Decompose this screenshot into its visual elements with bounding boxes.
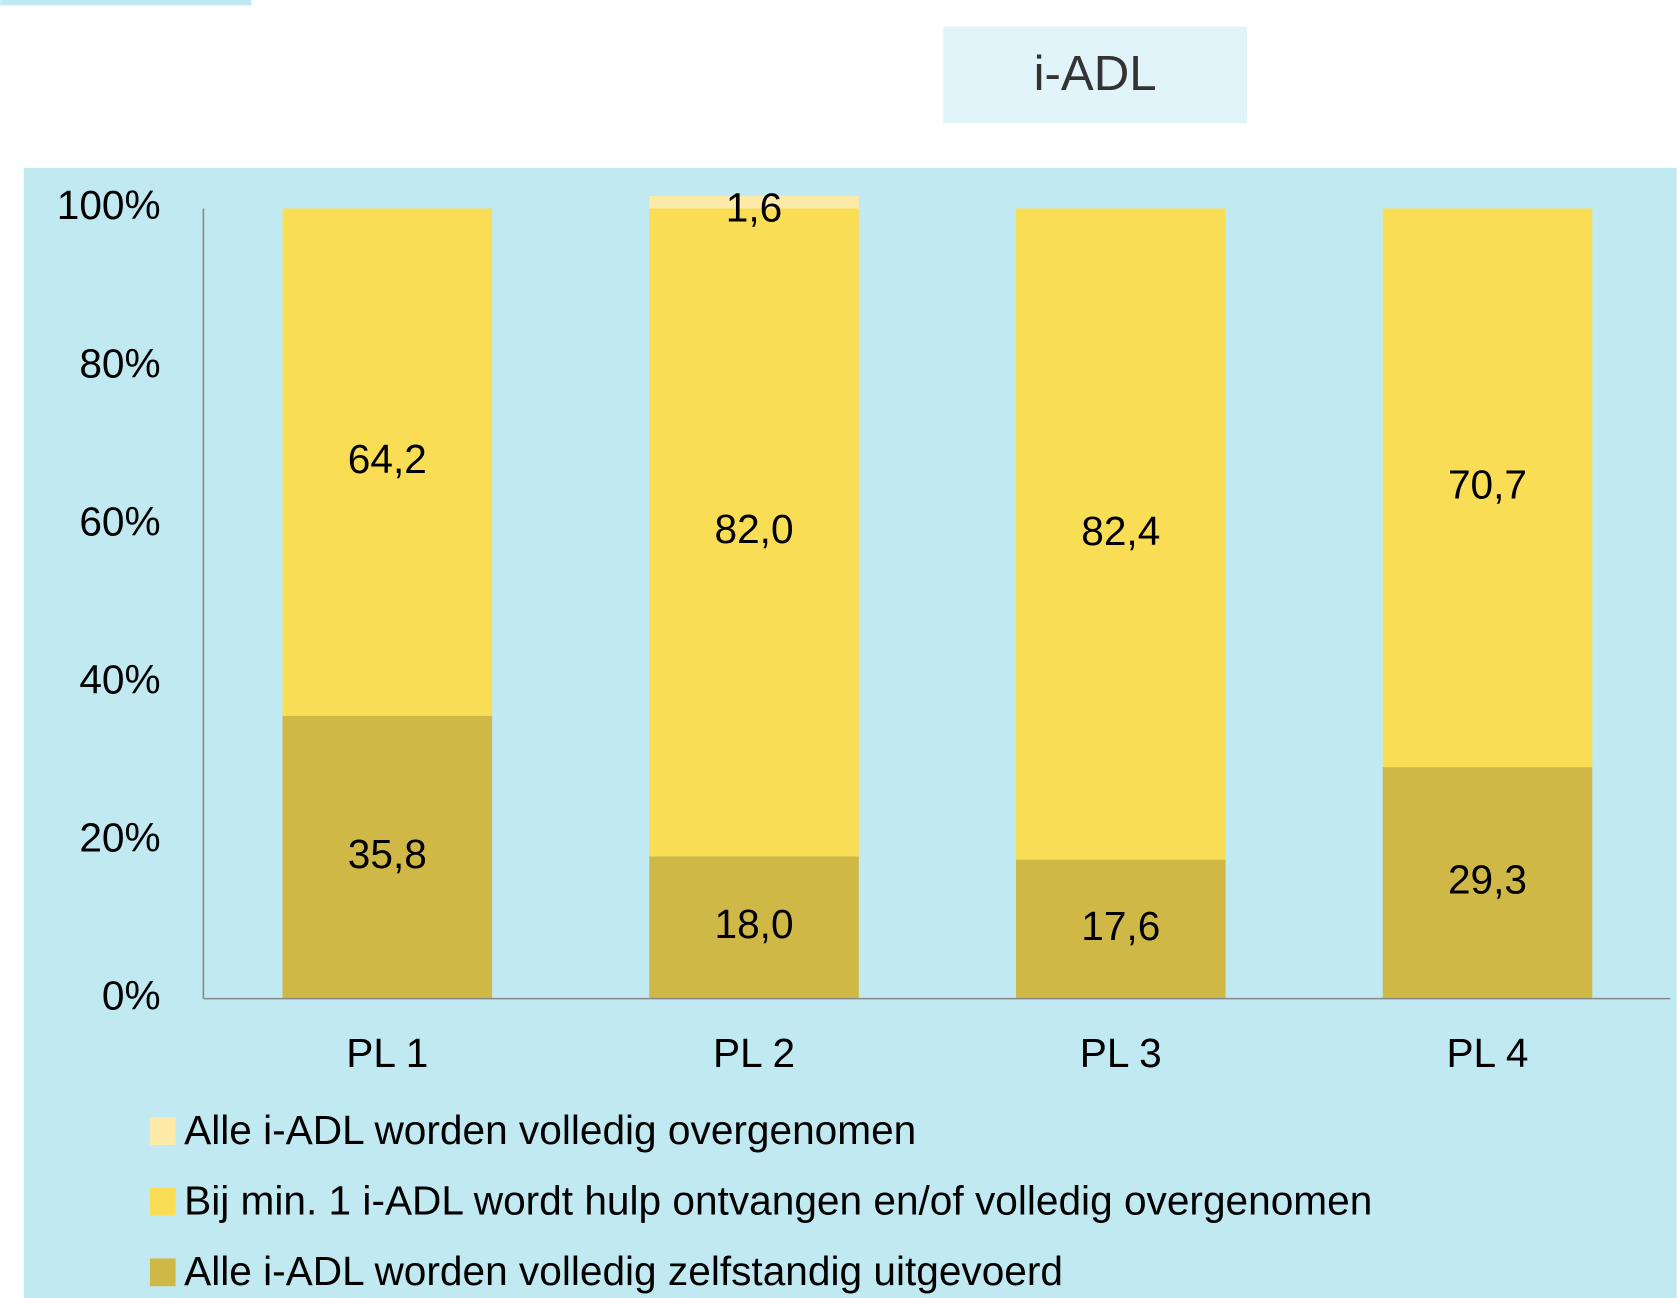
legend-label: Bij min. 1 i-ADL wordt hulp ontvangen en… [184,1178,1372,1224]
y-tick-label: 80% [79,340,160,386]
y-tick-label: 60% [79,498,160,544]
chart-title: i-ADL [1034,46,1157,101]
y-tick-label: 40% [79,656,160,702]
bar-segment [649,195,859,209]
decoration [0,0,252,6]
legend-label: Alle i-ADL worden volledig overgenomen [184,1107,916,1153]
x-tick-label: PL 1 [346,1030,428,1076]
bar-segment [282,715,493,999]
bar-segment [282,208,493,716]
bar-segment [1015,859,1226,999]
data-label: 64,2 [348,436,427,482]
legend-swatch [149,1258,176,1287]
data-label: 35,8 [348,831,427,877]
data-label: 82,4 [1081,508,1160,554]
bar-segment [1382,767,1593,999]
legend-label: Alle i-ADL worden volledig zelfstandig u… [184,1248,1063,1294]
bar-segment [1382,208,1593,768]
legend-swatch [149,1117,176,1146]
y-tick-label: 20% [79,814,160,860]
x-tick-label: PL 3 [1080,1030,1162,1076]
data-label: 29,3 [1448,857,1527,903]
y-tick-label: 100% [57,182,161,228]
x-tick-label: PL 2 [713,1030,795,1076]
bar-segment [649,208,859,857]
data-label: 70,7 [1448,462,1527,508]
data-label: 1,6 [726,184,782,230]
data-label: 18,0 [715,901,794,947]
y-tick-label: 0% [102,972,161,1018]
title-box [943,26,1247,123]
x-tick-label: PL 4 [1446,1030,1528,1076]
legend-swatch [149,1187,176,1216]
data-label: 82,0 [715,506,794,552]
bar-segment [649,856,859,999]
data-label: 17,6 [1081,903,1160,949]
bar-segment [1015,208,1226,860]
